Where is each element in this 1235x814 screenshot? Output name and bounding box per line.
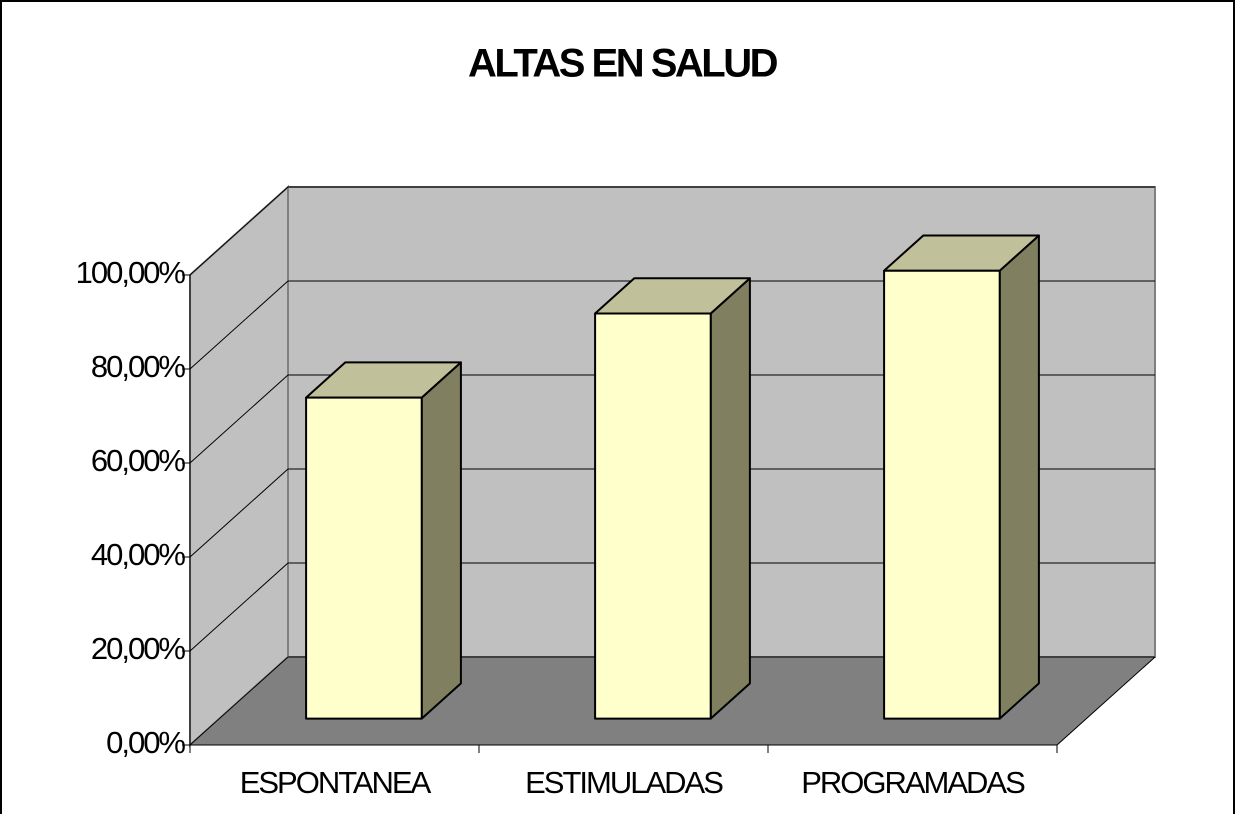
bar-front	[305, 396, 423, 720]
y-tick-label: 100,00%	[76, 255, 186, 290]
grid-line	[189, 468, 289, 558]
y-tick-label: 80,00%	[91, 349, 186, 384]
y-tick-label: 0,00%	[106, 725, 185, 760]
grid-line	[189, 280, 289, 370]
bar-front	[883, 269, 1001, 720]
bar-side	[420, 361, 462, 720]
side-wall	[189, 184, 289, 748]
x-tick-label: ESPONTANEA	[240, 765, 432, 800]
y-tick-label: 60,00%	[91, 443, 186, 478]
grid-line	[189, 374, 289, 464]
grid-line	[189, 656, 289, 746]
y-tick-label: 20,00%	[91, 631, 186, 666]
chart-title: ALTAS EN SALUD	[468, 42, 778, 86]
bar-side	[709, 277, 751, 720]
bar-side	[998, 234, 1040, 720]
x-tick-label: ESTIMULADAS	[525, 765, 723, 800]
x-tick-label: PROGRAMADAS	[801, 765, 1025, 800]
grid-line	[189, 562, 289, 652]
floor-edge	[1056, 656, 1156, 746]
y-tick-label: 40,00%	[91, 537, 186, 572]
bar-front	[594, 312, 712, 720]
grid-line	[189, 186, 289, 276]
